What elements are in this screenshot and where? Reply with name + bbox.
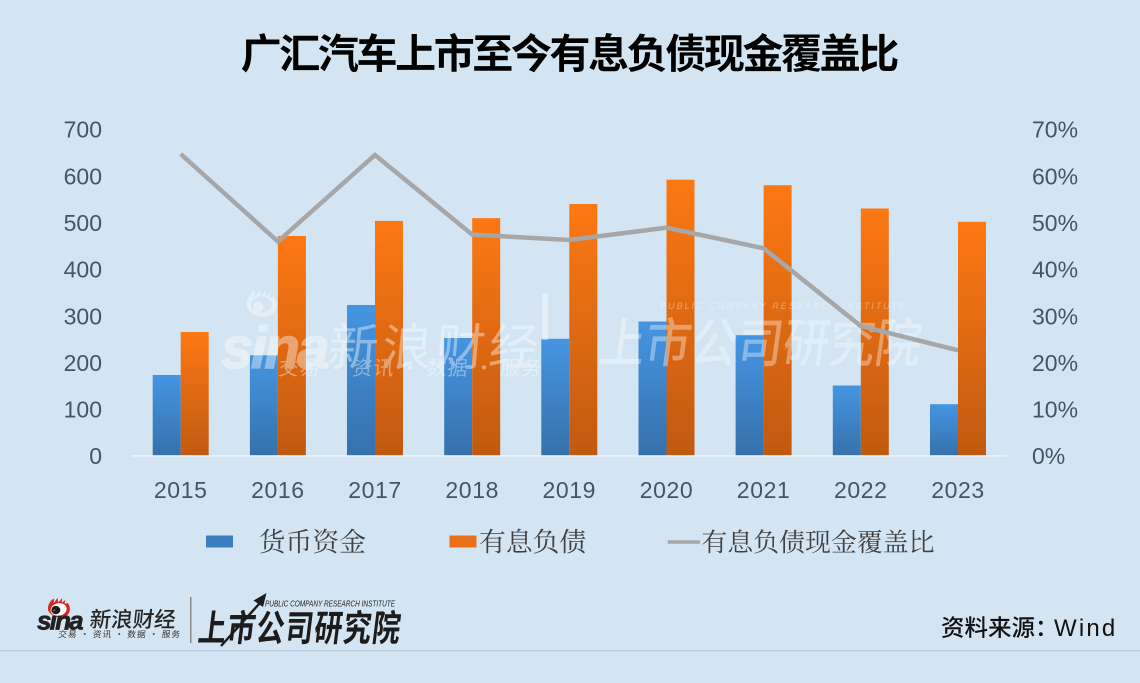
svg-text:50%: 50% (1032, 210, 1078, 236)
svg-text:2022: 2022 (834, 477, 888, 503)
svg-text:0: 0 (89, 443, 102, 469)
svg-text:2016: 2016 (251, 477, 305, 503)
svg-text:60%: 60% (1032, 163, 1078, 189)
svg-text:2019: 2019 (543, 477, 597, 503)
svg-text:sina: sina (221, 316, 328, 381)
svg-text:400: 400 (64, 257, 102, 283)
svg-text:2018: 2018 (445, 477, 499, 503)
svg-text:300: 300 (64, 303, 102, 329)
svg-text:2021: 2021 (737, 477, 791, 503)
svg-text:PUBLIC COMPANY RESEARCH INSTIT: PUBLIC COMPANY RESEARCH INSTITUTE (660, 301, 907, 311)
svg-text:2015: 2015 (154, 477, 208, 503)
svg-text:600: 600 (64, 163, 102, 189)
svg-text:500: 500 (64, 210, 102, 236)
svg-text:2020: 2020 (640, 477, 694, 503)
svg-text:20%: 20% (1032, 350, 1078, 376)
svg-text:70%: 70% (1032, 117, 1078, 143)
svg-text:10%: 10% (1032, 397, 1078, 423)
svg-text:0%: 0% (1032, 443, 1065, 469)
svg-text:sina: sina (37, 606, 83, 636)
svg-text:2023: 2023 (931, 477, 985, 503)
svg-text:Wind: Wind (1054, 615, 1117, 642)
svg-text:200: 200 (64, 350, 102, 376)
svg-text:2017: 2017 (348, 477, 402, 503)
svg-text:PUBLIC COMPANY RESEARCH INSTIT: PUBLIC COMPANY RESEARCH INSTITUTE (265, 599, 396, 608)
svg-text:100: 100 (64, 397, 102, 423)
svg-text:40%: 40% (1032, 257, 1078, 283)
svg-text:700: 700 (64, 117, 102, 143)
svg-text:30%: 30% (1032, 303, 1078, 329)
